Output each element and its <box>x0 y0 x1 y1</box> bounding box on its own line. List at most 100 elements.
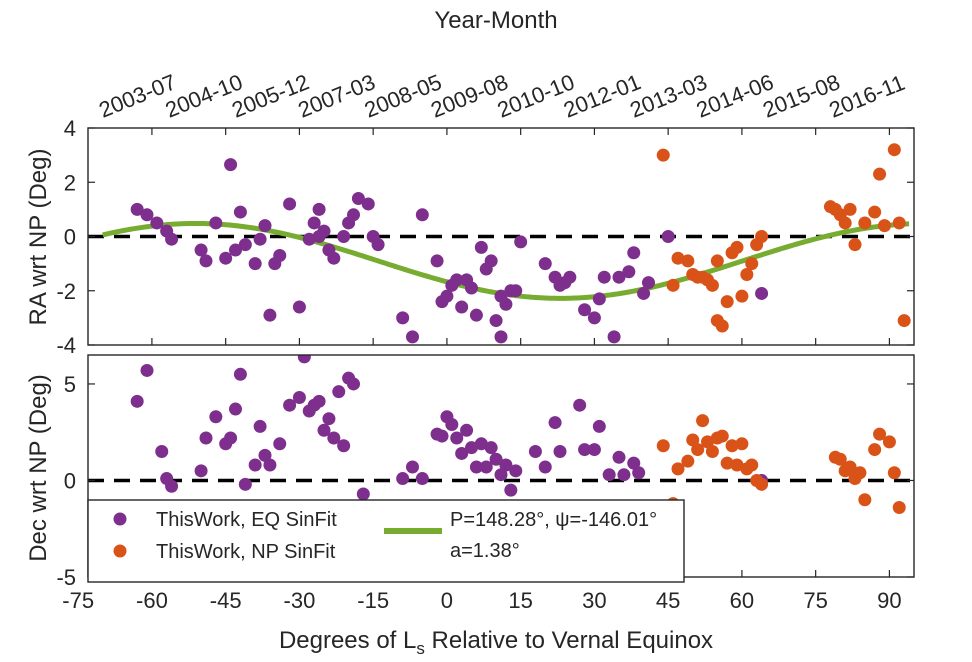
y-tick-label: 0 <box>64 225 76 250</box>
data-point <box>361 197 375 211</box>
data-point <box>332 385 346 399</box>
x-axis-title: Degrees of Ls Relative to Vernal Equinox <box>279 627 713 658</box>
data-point <box>233 367 247 381</box>
data-point <box>229 402 242 416</box>
data-point <box>691 443 705 457</box>
legend: ThisWork, EQ SinFit ThisWork, NP SinFit … <box>87 499 685 583</box>
data-point <box>263 458 277 472</box>
data-point <box>735 437 749 451</box>
data-point <box>882 435 896 449</box>
data-point <box>710 254 724 268</box>
data-point <box>873 427 887 441</box>
data-point <box>371 238 385 252</box>
x-tick-label: 0 <box>441 588 453 613</box>
legend-marker-np <box>113 544 127 558</box>
data-point <box>892 501 906 514</box>
data-point <box>165 232 179 246</box>
data-point <box>248 458 262 472</box>
data-point <box>292 390 306 404</box>
x-axis-title-prefix: Degrees of L <box>279 627 416 654</box>
data-point <box>406 460 419 474</box>
data-point <box>130 202 144 216</box>
data-point <box>396 472 410 486</box>
data-point <box>661 230 675 243</box>
data-point <box>548 416 562 430</box>
data-point <box>656 439 670 453</box>
data-point <box>445 418 459 431</box>
data-point <box>755 477 769 491</box>
data-point <box>337 439 351 453</box>
data-point <box>130 394 144 408</box>
data-point <box>745 257 759 271</box>
data-point <box>484 254 498 268</box>
y-tick-label: -4 <box>56 333 76 358</box>
ra-panel: 4 2 0 -2 -4 <box>56 116 915 358</box>
data-point <box>578 303 592 317</box>
top-axis-title: Year-Month <box>434 7 557 34</box>
legend-fit-label-line2: a=1.38° <box>450 540 520 562</box>
data-point <box>642 276 655 290</box>
x-tick-label: 90 <box>877 588 901 613</box>
x-tick-label: 45 <box>656 588 680 613</box>
data-point <box>224 431 238 445</box>
np-series <box>656 143 911 333</box>
data-point <box>199 254 213 268</box>
data-point <box>868 205 882 219</box>
data-point <box>612 270 626 284</box>
data-point <box>705 445 719 459</box>
data-point <box>465 281 478 295</box>
data-point <box>494 468 508 482</box>
data-point <box>528 445 542 459</box>
data-point <box>538 460 552 474</box>
data-point <box>730 240 744 254</box>
data-point <box>755 230 769 243</box>
data-point <box>494 330 508 344</box>
data-point <box>696 414 710 428</box>
data-point <box>455 300 469 314</box>
data-point <box>165 479 179 493</box>
data-point <box>509 464 523 478</box>
data-point <box>283 197 297 211</box>
data-point <box>460 423 474 437</box>
data-point <box>671 462 685 476</box>
data-point <box>878 219 891 233</box>
data-point <box>317 423 331 437</box>
data-point <box>194 243 208 257</box>
data-point <box>347 377 360 391</box>
data-point <box>681 454 695 468</box>
x-tick-label: -15 <box>357 588 389 613</box>
legend-label-np: ThisWork, NP SinFit <box>156 541 336 563</box>
data-point <box>740 267 754 281</box>
x-tick-label: 75 <box>803 588 827 613</box>
data-point <box>627 456 641 470</box>
data-point <box>637 286 651 300</box>
x-tick-label: 60 <box>730 588 754 613</box>
ra-y-axis-title: RA wrt NP (Deg) <box>25 149 52 326</box>
data-point <box>150 216 164 230</box>
data-point <box>455 446 469 460</box>
data-point <box>489 452 503 466</box>
data-point <box>253 419 267 433</box>
data-point <box>312 202 326 216</box>
y-tick-label: -2 <box>56 279 76 304</box>
data-point <box>283 398 297 412</box>
x-axis-title-subscript: s <box>416 639 425 658</box>
data-point <box>465 441 478 455</box>
data-point <box>873 167 887 181</box>
data-point <box>858 493 872 507</box>
x-tick-label: -60 <box>136 588 168 613</box>
eq-series <box>130 158 769 344</box>
data-point <box>430 254 444 268</box>
data-point <box>194 464 208 478</box>
data-point <box>474 240 488 254</box>
data-point <box>469 308 483 322</box>
y-tick-label: -5 <box>56 565 76 590</box>
data-point <box>469 460 483 474</box>
data-point <box>725 439 739 453</box>
data-point <box>843 202 857 216</box>
x-tick-label: -45 <box>210 588 242 613</box>
y-tick-label: 4 <box>64 116 76 141</box>
x-axis-title-suffix: Relative to Vernal Equinox <box>425 627 713 654</box>
data-point <box>317 224 331 238</box>
